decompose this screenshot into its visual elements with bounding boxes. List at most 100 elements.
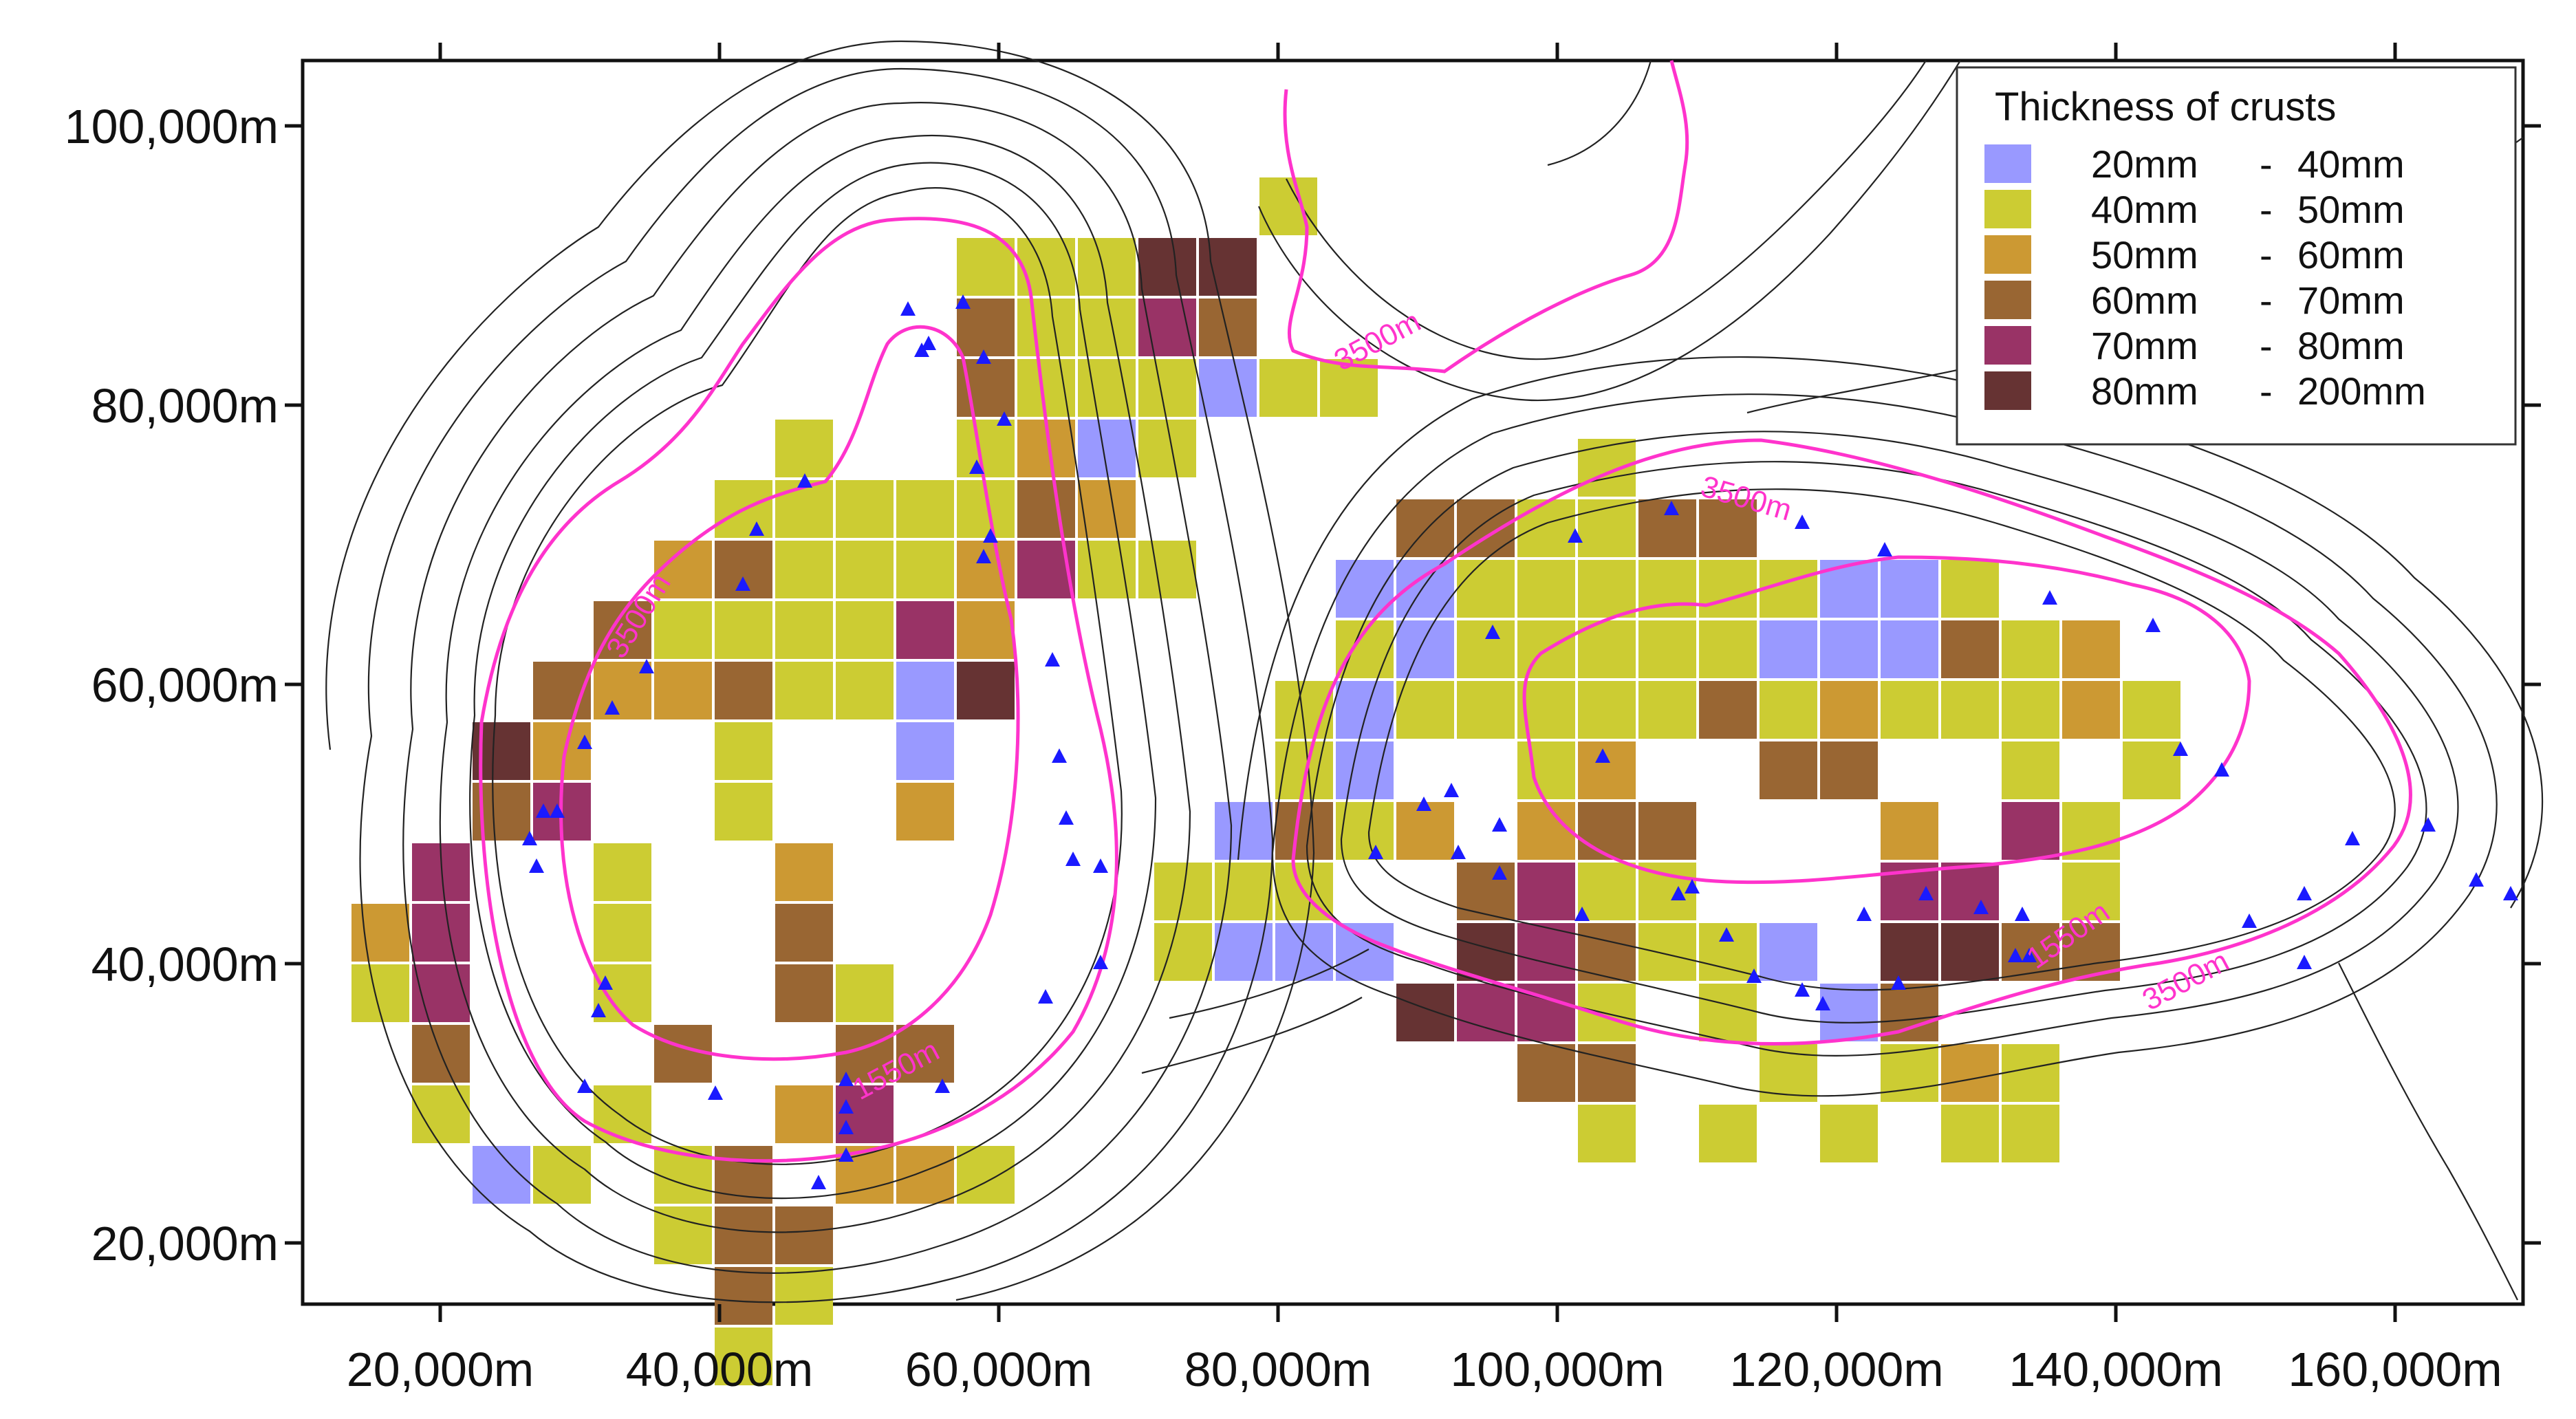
sample-marker	[2297, 955, 2312, 969]
thickness-cell	[1578, 499, 1636, 557]
thickness-cell	[1275, 802, 1333, 860]
thickness-cell	[1517, 499, 1575, 557]
thickness-cell	[1396, 499, 1454, 557]
sample-marker	[1416, 797, 1431, 811]
sample-marker	[1891, 975, 1906, 990]
thickness-cell	[715, 1206, 772, 1264]
sample-marker	[2173, 741, 2188, 756]
thickness-cell	[1199, 359, 1257, 417]
thickness-cell	[1760, 923, 1817, 981]
sample-marker	[976, 549, 991, 563]
sample-marker	[838, 1072, 854, 1086]
thickness-cell	[1336, 802, 1394, 860]
sample-marker	[969, 459, 984, 474]
thickness-cell	[1396, 984, 1454, 1041]
legend-range-min: 70mm	[2091, 324, 2198, 367]
thickness-cell	[1820, 984, 1878, 1041]
thickness-cell	[1078, 480, 1136, 538]
thickness-cell	[2002, 802, 2059, 860]
thickness-cell	[715, 1146, 772, 1204]
y-axis-labels: 100,000m 80,000m 60,000m 40,000m 20,000m	[65, 100, 279, 1270]
sample-marker	[591, 1003, 606, 1017]
sample-marker	[1368, 845, 1383, 859]
thickness-cell	[775, 1267, 833, 1325]
thickness-cell	[1699, 1105, 1757, 1162]
thickness-cell	[1275, 923, 1333, 981]
thickness-cell	[1078, 359, 1136, 417]
thickness-cell	[1215, 923, 1273, 981]
sample-marker	[1451, 845, 1466, 859]
thickness-cell	[715, 1267, 772, 1325]
sample-marker	[1795, 514, 1810, 529]
x-tick-label: 160,000m	[2288, 1343, 2502, 1396]
thickness-cell	[1578, 620, 1636, 678]
thickness-cell	[775, 480, 833, 538]
thickness-cell	[957, 1146, 1015, 1204]
thickness-cell	[896, 541, 954, 598]
thickness-cell	[896, 480, 954, 538]
thickness-cell	[775, 601, 833, 659]
sample-marker	[921, 336, 936, 350]
thickness-cell	[1578, 923, 1636, 981]
thickness-cell	[1760, 681, 1817, 739]
thickness-cell	[957, 662, 1015, 719]
thickness-cell	[533, 1146, 591, 1204]
thickness-cell	[2123, 681, 2180, 739]
thickness-cell	[715, 601, 772, 659]
sample-marker	[983, 528, 998, 543]
sample-marker	[2469, 872, 2484, 887]
legend-range-min: 80mm	[2091, 369, 2198, 413]
sample-marker	[550, 803, 565, 818]
thickness-cell	[836, 964, 894, 1022]
sample-marker	[577, 735, 592, 749]
sample-marker	[1492, 817, 1507, 832]
thickness-cell	[654, 1025, 712, 1083]
sample-marker	[997, 411, 1012, 426]
sample-marker	[1664, 501, 1679, 515]
legend-dash: -	[2260, 233, 2273, 277]
y-tick-label: 100,000m	[65, 100, 279, 153]
legend-range-min: 40mm	[2091, 188, 2198, 231]
sample-marker	[838, 1099, 854, 1114]
legend-range-max: 200mm	[2297, 369, 2426, 413]
thickness-cell	[1578, 984, 1636, 1041]
thickness-cell	[1457, 984, 1515, 1041]
thickness-cell	[1578, 863, 1636, 920]
thickness-cell	[654, 1206, 712, 1264]
sample-marker	[577, 1079, 592, 1093]
legend-range-max: 50mm	[2297, 188, 2405, 231]
legend-range-min: 20mm	[2091, 142, 2198, 186]
sample-marker	[708, 1085, 723, 1100]
sample-marker	[639, 659, 654, 673]
thickness-cell	[775, 964, 833, 1022]
thickness-grid-cells	[351, 177, 2180, 1385]
thickness-cell	[896, 662, 954, 719]
sample-marker	[2015, 907, 2030, 921]
sample-marker	[2214, 762, 2229, 777]
thickness-cell	[836, 662, 894, 719]
thickness-cell	[1638, 681, 1696, 739]
thickness-cell	[836, 541, 894, 598]
legend-item: 20mm - 40mm	[1984, 142, 2405, 186]
thickness-cell	[775, 662, 833, 719]
thickness-cell	[896, 1146, 954, 1204]
legend-box	[1956, 66, 2517, 446]
thickness-cell	[775, 420, 833, 477]
thickness-cell	[1638, 499, 1696, 557]
thickness-cell	[1760, 560, 1817, 618]
sample-marker	[2022, 948, 2037, 962]
thickness-cell	[2062, 620, 2120, 678]
thickness-cell	[957, 420, 1015, 477]
sample-marker	[1877, 542, 1892, 556]
thickness-cell	[896, 601, 954, 659]
sample-marker	[1795, 982, 1810, 997]
legend-range-min: 50mm	[2091, 233, 2198, 277]
thickness-cell	[1517, 1044, 1575, 1102]
thickness-cell	[1017, 238, 1075, 296]
thickness-cell	[775, 1206, 833, 1264]
thickness-cell	[2002, 1044, 2059, 1102]
sample-marker	[1568, 528, 1583, 543]
thickness-cell	[2062, 863, 2120, 920]
thickness-cell	[715, 1328, 772, 1385]
x-tick-label: 20,000m	[347, 1343, 534, 1396]
